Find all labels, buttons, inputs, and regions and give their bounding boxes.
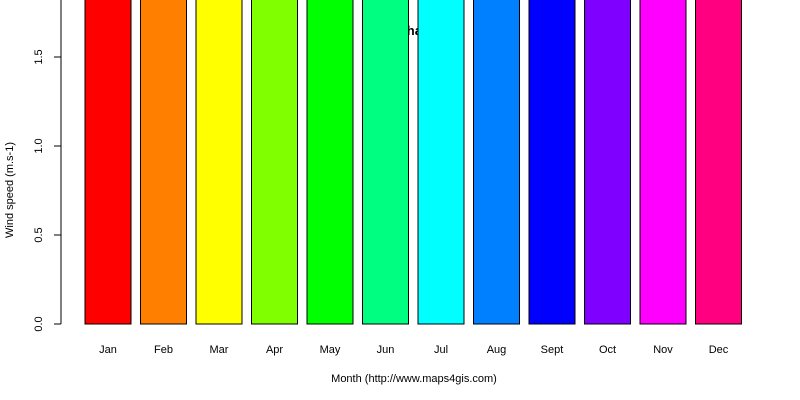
y-tick-label: 1.5 (33, 49, 45, 64)
x-tick-label-may: May (320, 344, 341, 356)
bar-jan (84, 0, 132, 325)
x-tick-labels: Jan Feb Mar Apr May Jun Jul Aug Sept Oct Nov Dec (99, 344, 729, 356)
x-tick-label-sept: Sept (541, 344, 564, 356)
x-tick-label-jun: Jun (377, 344, 395, 356)
y-tick-label: 0.0 (33, 316, 45, 331)
x-tick-label-mar: Mar (210, 344, 229, 356)
bar-oct (584, 0, 631, 325)
x-tick-label-jul: Jul (434, 344, 448, 356)
x-tick-label-dec: Dec (709, 344, 729, 356)
bar-sept (528, 0, 576, 325)
x-tick-label-feb: Feb (154, 344, 173, 356)
bar-feb (140, 0, 187, 325)
bar-apr (251, 0, 298, 325)
x-tick-label-nov: Nov (653, 344, 673, 356)
bar-aug (473, 0, 520, 325)
bar-jul (417, 0, 465, 325)
bars-group (84, 0, 742, 325)
bar-jun (362, 0, 409, 325)
bar-nov (639, 0, 687, 325)
x-tick-label-apr: Apr (266, 344, 283, 356)
y-axis: 0.00.51.01.52.02.5 (33, 0, 62, 332)
bar-may (306, 0, 354, 325)
y-axis-label: Wind speed (m.s-1) (4, 142, 16, 238)
x-axis-label: Month (http://www.maps4gis.com) (331, 373, 497, 385)
x-tick-label-jan: Jan (99, 344, 117, 356)
x-tick-label-oct: Oct (599, 344, 616, 356)
bar-dec (695, 0, 742, 325)
x-tick-label-aug: Aug (487, 344, 507, 356)
y-tick-label: 1.0 (33, 138, 45, 153)
y-tick-label: 0.5 (33, 227, 45, 242)
bar-mar (195, 0, 243, 325)
